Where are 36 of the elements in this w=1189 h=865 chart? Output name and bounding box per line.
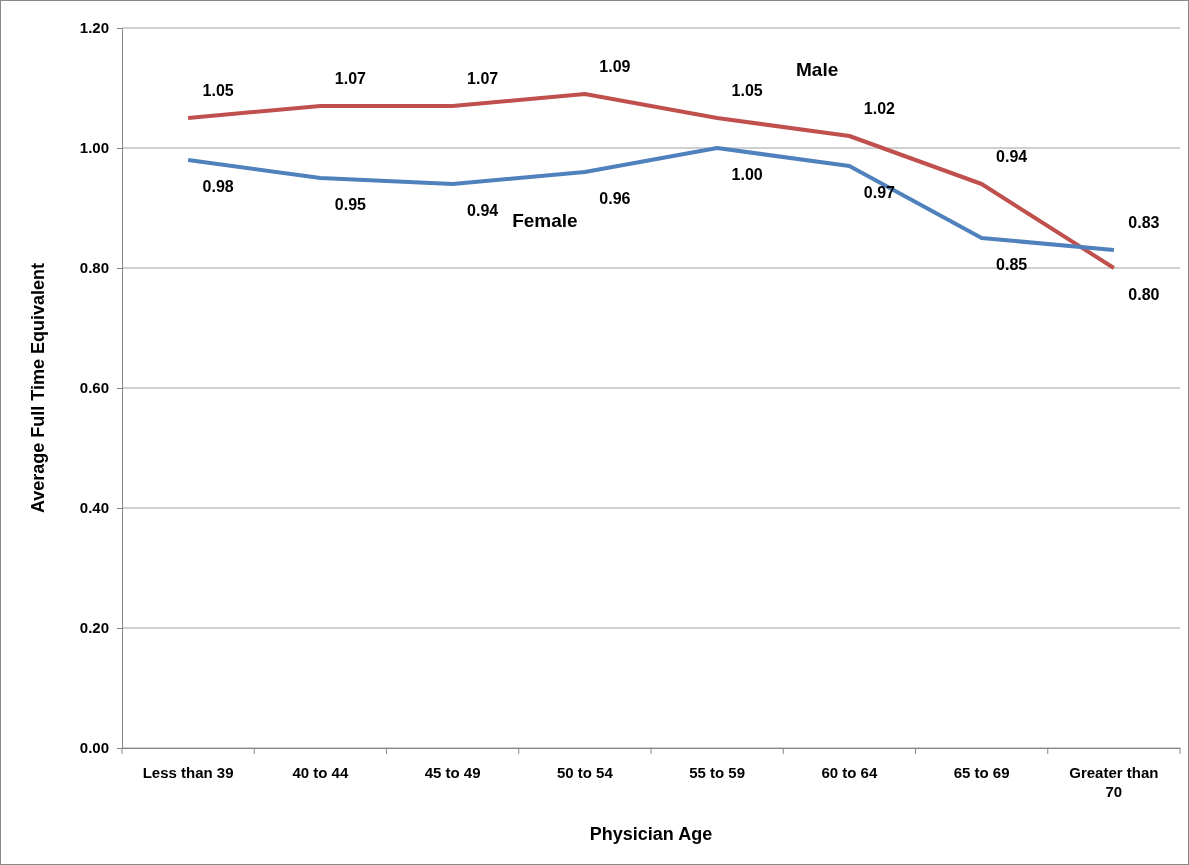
y-tick-label: 0.20	[79, 619, 109, 637]
text: Male	[796, 59, 839, 80]
x-tick-label: 45 to 49	[424, 764, 481, 781]
x-tick-label: 50 to 54	[556, 764, 614, 781]
data-label: 0.94	[996, 148, 1028, 165]
x-tick-label: 40 to 44	[292, 764, 349, 781]
series-label: Female	[512, 210, 578, 231]
y-tick-label: 0.00	[79, 739, 109, 757]
x-tick-label: 60 to 64	[821, 764, 878, 781]
y-tick-label: 0.80	[79, 259, 109, 277]
x-tick-label: Greater than 70	[1069, 764, 1159, 800]
data-label: 1.02	[863, 100, 896, 117]
data-label: 0.94	[467, 202, 499, 219]
y-tick-label: 1.20	[79, 19, 109, 37]
data-label: 0.98	[202, 178, 234, 195]
data-label: 1.05	[202, 82, 234, 99]
data-label: 0.80	[1128, 286, 1160, 303]
y-tick-label: 1.00	[79, 139, 109, 157]
y-axis-title: Average Full Time Equivalent	[28, 262, 48, 514]
data-label: 0.96	[599, 190, 631, 207]
data-label: 0.97	[863, 184, 896, 201]
x-tick-label: Less than 39	[142, 764, 234, 781]
x-axis-title: Physician Age	[589, 824, 713, 844]
data-label: 1.05	[731, 82, 763, 99]
x-tick-label: 55 to 59	[689, 764, 746, 781]
data-label: 1.07	[334, 70, 367, 87]
line-series	[186, 146, 1116, 252]
x-tick-label: 65 to 69	[953, 764, 1010, 781]
data-label: 0.95	[334, 196, 367, 213]
y-tick-label: 0.60	[79, 379, 109, 397]
data-label: 0.83	[1128, 214, 1160, 231]
data-label: 0.85	[996, 256, 1028, 273]
data-label: 1.09	[599, 58, 631, 75]
data-label: 1.00	[731, 166, 763, 183]
data-label: 1.07	[467, 70, 499, 87]
y-tick-label: 0.40	[79, 499, 109, 517]
